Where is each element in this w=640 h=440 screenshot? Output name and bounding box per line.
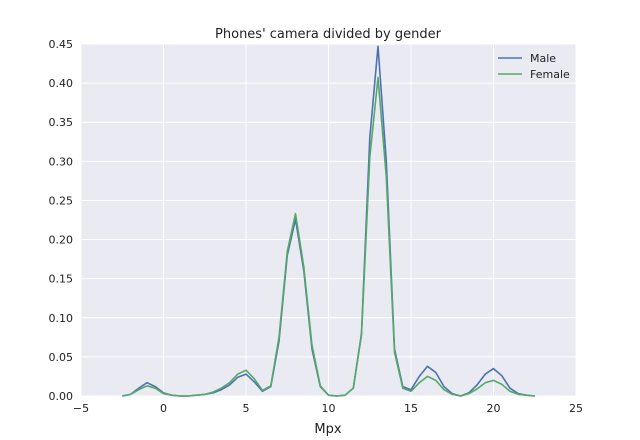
y-tick-label: 0.25 (49, 194, 74, 207)
y-tick-label: 0.00 (49, 390, 74, 403)
y-tick-label: 0.05 (49, 351, 74, 364)
x-tick-label: 15 (404, 402, 418, 415)
x-tick-label: 0 (160, 402, 167, 415)
y-tick-label: 0.30 (49, 155, 74, 168)
legend-label-female: Female (530, 68, 570, 81)
x-tick-label: 10 (322, 402, 336, 415)
y-tick-label: 0.20 (49, 234, 74, 247)
x-axis-label: Mpx (314, 422, 341, 437)
x-tick-label: −5 (73, 402, 89, 415)
y-tick-label: 0.40 (49, 77, 74, 90)
y-axis-ticks: 0.00 0.05 0.10 0.15 0.20 0.25 0.30 0.35 0.40 0.45 (49, 38, 74, 403)
y-tick-label: 0.15 (49, 273, 74, 286)
grid (80, 43, 577, 397)
series-line-female (122, 76, 535, 397)
y-tick-label: 0.45 (49, 38, 74, 51)
legend-label-male: Male (530, 52, 556, 65)
x-tick-label: 5 (243, 402, 250, 415)
series-lines (122, 45, 535, 397)
y-tick-label: 0.35 (49, 116, 74, 129)
x-tick-label: 25 (569, 402, 583, 415)
legend: Male Female (498, 52, 570, 81)
chart-title: Phones' camera divided by gender (215, 27, 442, 42)
y-tick-label: 0.10 (49, 312, 74, 325)
x-tick-label: 20 (487, 402, 501, 415)
x-axis-ticks: −5 0 5 10 15 20 25 (73, 402, 583, 415)
